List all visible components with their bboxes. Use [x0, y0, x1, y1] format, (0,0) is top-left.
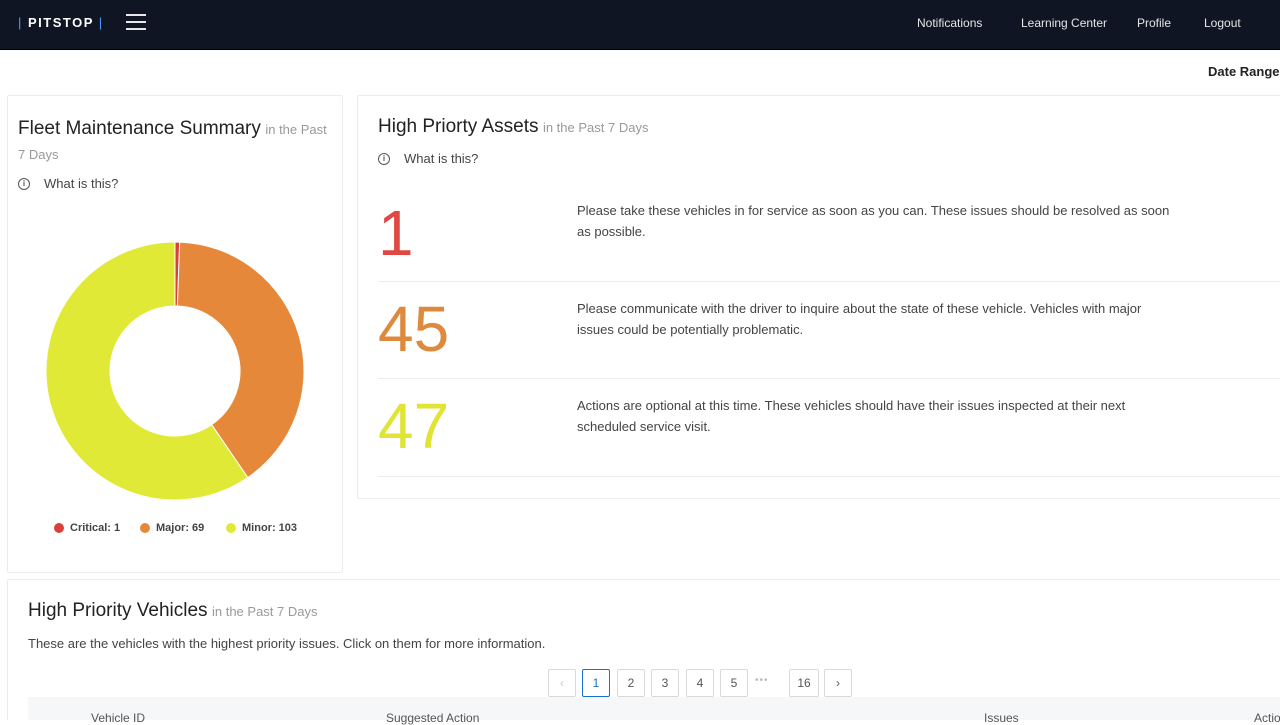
fleet-summary-title: Fleet Maintenance Summary: [18, 118, 261, 139]
pagination-page-16[interactable]: 16: [789, 669, 819, 697]
fleet-summary-help[interactable]: i What is this?: [18, 176, 118, 191]
pagination-page-3[interactable]: 3: [651, 669, 679, 697]
asset-row-critical[interactable]: 1 Please take these vehicles in for serv…: [378, 183, 1280, 282]
asset-count-major: 45: [378, 293, 450, 365]
asset-desc-critical: Please take these vehicles in for servic…: [577, 203, 1170, 239]
pagination-page-1[interactable]: 1: [582, 669, 610, 697]
donut-slice-minor[interactable]: [45, 241, 249, 501]
top-navbar: | PITSTOP | Notifications Learning Cente…: [0, 0, 1280, 50]
asset-row-major[interactable]: 45 Please communicate with the driver to…: [378, 281, 1280, 379]
nav-profile[interactable]: Profile: [1137, 16, 1172, 30]
pagination-page-2[interactable]: 2: [617, 669, 645, 697]
nav-learning-center[interactable]: Learning Center: [1021, 16, 1108, 30]
asset-desc-minor: Actions are optional at this time. These…: [577, 398, 1126, 434]
legend-major-label: Major: 69: [156, 522, 205, 534]
fleet-summary-card: Fleet Maintenance Summary in the Past 7 …: [7, 95, 343, 573]
asset-count-minor: 47: [378, 390, 450, 462]
legend-minor-swatch: [226, 523, 236, 533]
column-issues[interactable]: Issues: [984, 711, 1019, 725]
priority-assets-title: High Priorty Assets: [378, 116, 539, 137]
column-suggested-action[interactable]: Suggested Action: [386, 711, 480, 725]
donut-slice-major[interactable]: [176, 241, 305, 479]
asset-desc-major: Please communicate with the driver to in…: [577, 301, 1142, 337]
vehicles-table-header: Vehicle ID Suggested Action Issues Actio: [28, 697, 1280, 725]
priority-assets-help[interactable]: i What is this?: [378, 151, 478, 166]
pagination-next-button[interactable]: ›: [824, 669, 852, 697]
fleet-summary-help-label: What is this?: [44, 176, 119, 191]
info-icon: i: [18, 177, 30, 190]
legend-minor: Minor: 103: [226, 522, 297, 534]
priority-assets-help-label: What is this?: [404, 151, 479, 166]
legend-major: Major: 69: [140, 522, 204, 534]
pagination-page-5[interactable]: 5: [720, 669, 748, 697]
priority-vehicles-description: These are the vehicles with the highest …: [28, 636, 546, 651]
nav-notifications[interactable]: Notifications: [917, 16, 983, 30]
priority-assets-card: [357, 95, 1280, 499]
pagination-ellipsis[interactable]: •••: [755, 675, 769, 686]
legend-major-swatch: [140, 523, 150, 533]
pagination-prev-button[interactable]: ‹: [548, 669, 576, 697]
priority-assets-heading: High Priorty Assets in the Past 7 Days: [378, 116, 648, 138]
info-icon: i: [378, 152, 390, 165]
fleet-summary-heading: Fleet Maintenance Summary in the Past 7 …: [18, 116, 328, 167]
asset-row-minor[interactable]: 47 Actions are optional at this time. Th…: [378, 378, 1280, 477]
pitstop-logo[interactable]: | PITSTOP |: [18, 15, 104, 30]
legend-critical-label: Critical: 1: [70, 522, 121, 534]
nav-logout[interactable]: Logout: [1204, 16, 1241, 30]
fleet-summary-subtitle: in the Past 7 Days: [18, 122, 327, 162]
priority-vehicles-heading: High Priority Vehicles in the Past 7 Day…: [28, 600, 317, 622]
priority-assets-subtitle: in the Past 7 Days: [542, 120, 649, 135]
priority-vehicles-title: High Priority Vehicles: [28, 600, 208, 621]
legend-minor-label: Minor: 103: [242, 522, 298, 534]
priority-vehicles-subtitle: in the Past 7 Days: [211, 604, 318, 619]
fleet-donut-chart: [45, 241, 305, 501]
date-range-label: Date Range:: [1208, 64, 1280, 79]
column-vehicle-id[interactable]: Vehicle ID: [91, 711, 146, 725]
asset-count-critical: 1: [378, 197, 414, 269]
menu-icon[interactable]: [126, 13, 146, 31]
pagination-page-4[interactable]: 4: [686, 669, 714, 697]
legend-critical-swatch: [54, 523, 64, 533]
column-action[interactable]: Actio: [1254, 711, 1280, 725]
legend-critical: Critical: 1: [54, 522, 120, 534]
